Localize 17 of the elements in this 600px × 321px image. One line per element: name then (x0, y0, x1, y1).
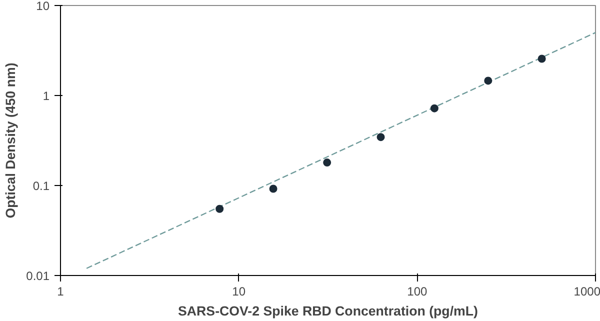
x-tick-label: 100 (407, 284, 428, 298)
point (538, 54, 546, 63)
x-tick-label: 10 (232, 284, 246, 298)
point (323, 158, 332, 167)
point (269, 184, 278, 193)
y-tick-label: 0.01 (26, 269, 50, 283)
point (216, 204, 224, 213)
point (484, 76, 492, 85)
x-tick-label: 1000 (574, 284, 600, 298)
y-tick-label: 1 (42, 89, 50, 103)
y-tick-label: 10 (36, 0, 50, 13)
x-tick-label: 1 (57, 284, 64, 298)
y-axis-title: Optical Density (450 nm) (3, 62, 18, 218)
y-tick-label: 0.1 (32, 179, 50, 193)
x-axis-title: SARS-COV-2 Spike RBD Concentration (pg/mL) (178, 304, 478, 318)
point (430, 104, 438, 112)
point (376, 133, 385, 142)
